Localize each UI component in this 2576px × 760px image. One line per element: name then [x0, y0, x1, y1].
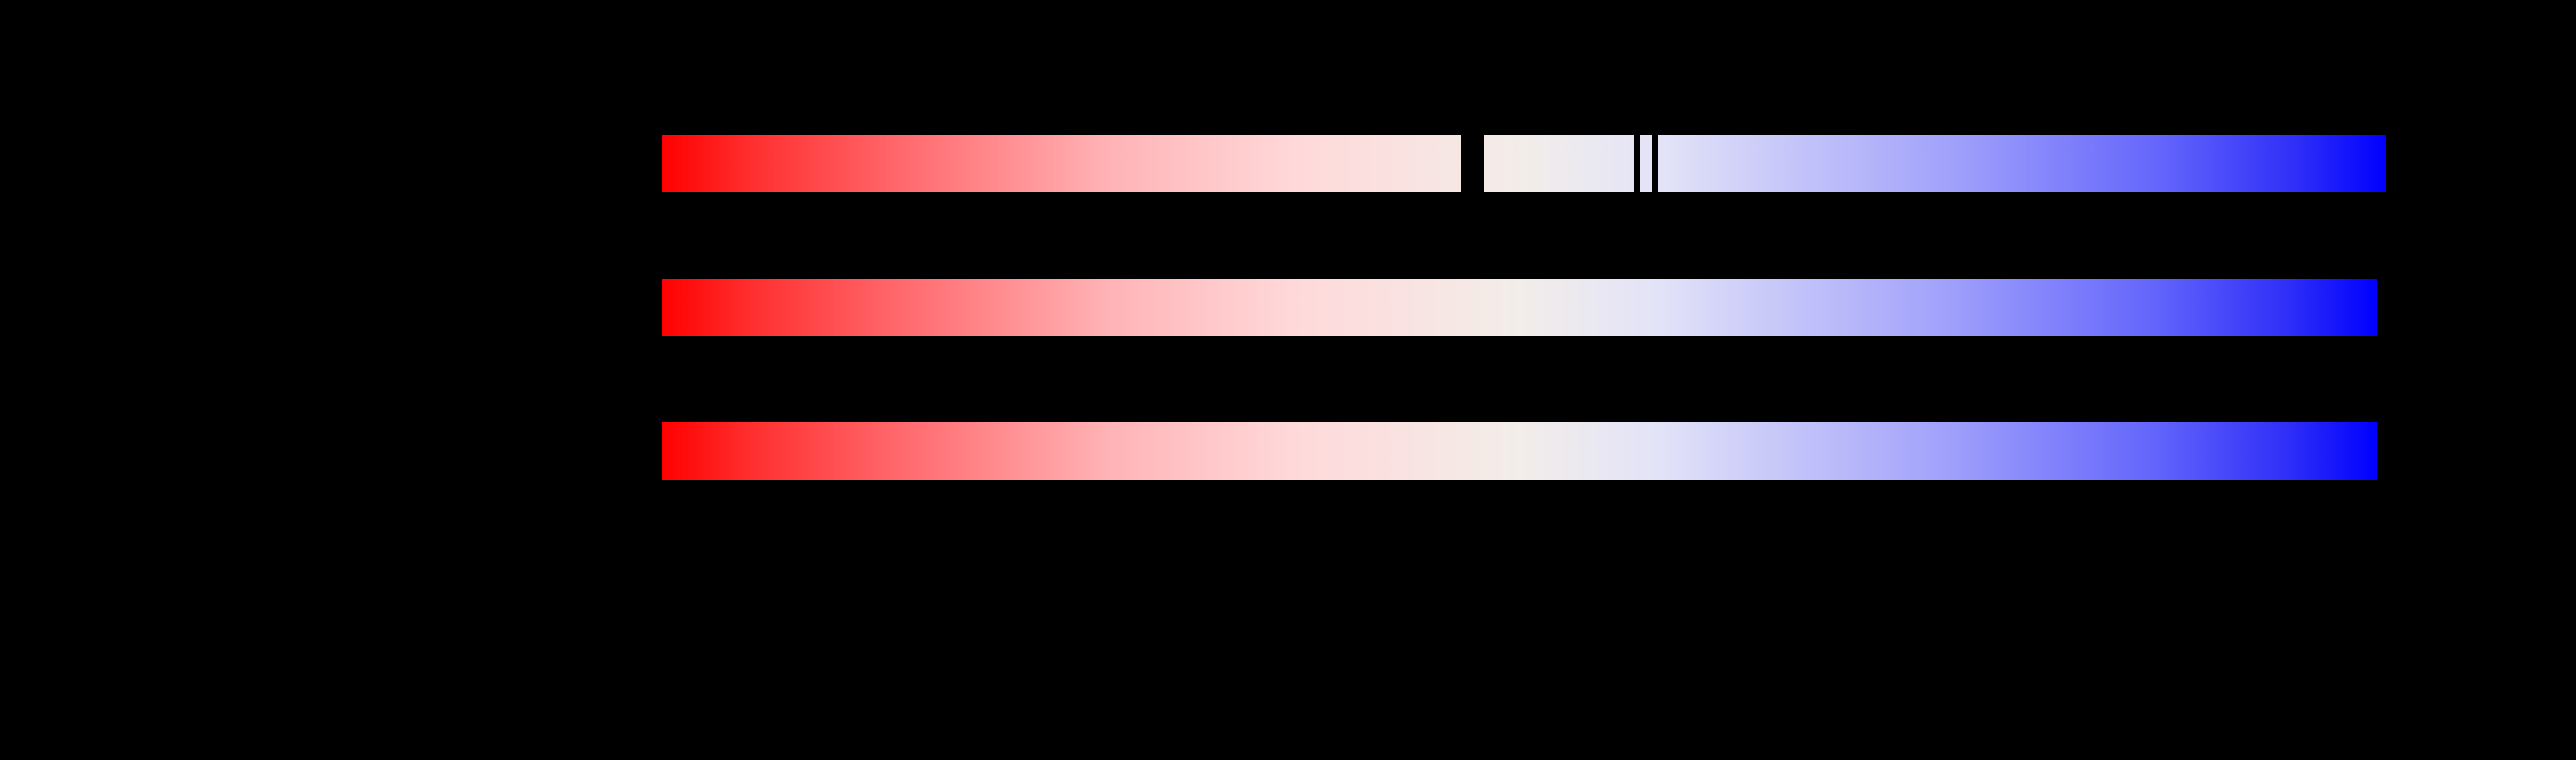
missing-segment: [1652, 134, 1658, 193]
gradient-bar-middle: [662, 279, 2377, 336]
missing-segment: [1461, 134, 1484, 193]
missing-segment: [1634, 134, 1640, 193]
gradient-bar-top: [662, 134, 2386, 193]
gradient-bar-bottom: [662, 422, 2377, 480]
